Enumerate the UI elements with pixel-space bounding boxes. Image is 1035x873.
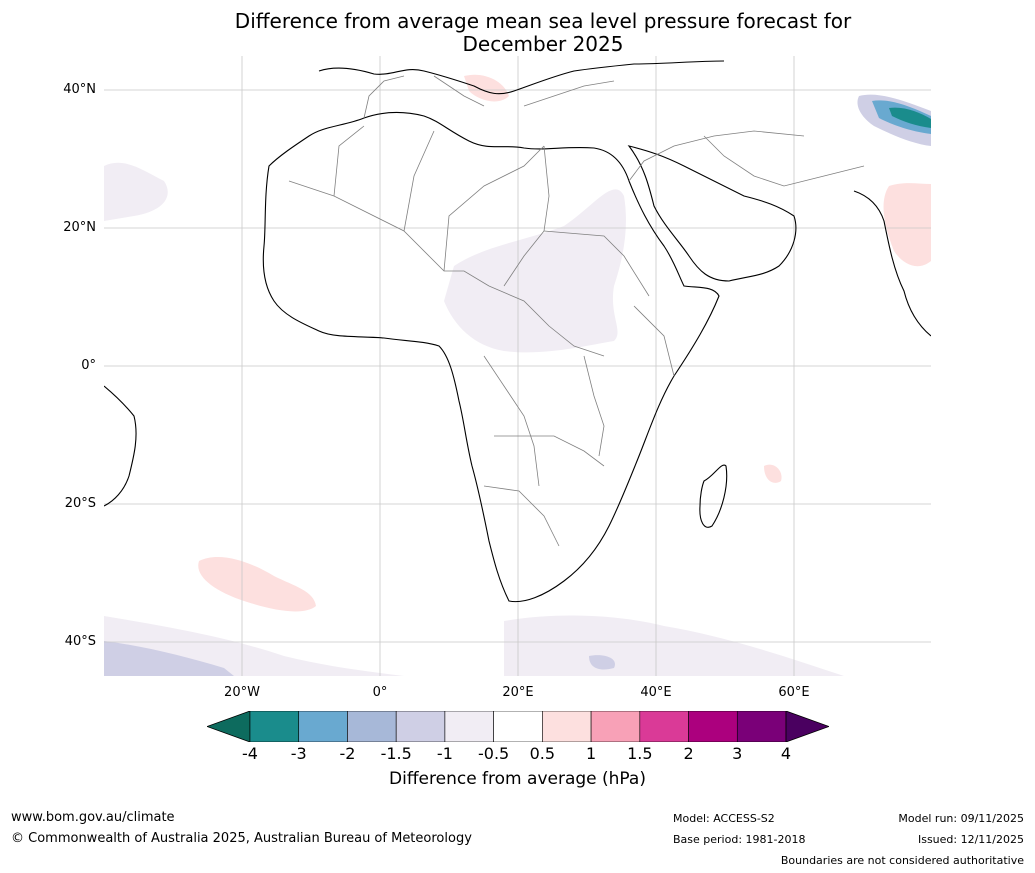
colorbar-segment <box>736 711 787 742</box>
positive-anomaly-india <box>883 183 931 267</box>
gridlines <box>104 56 931 676</box>
colorbar-segment <box>639 711 689 742</box>
negative-anomaly-small <box>589 655 615 670</box>
footer-website: www.bom.gov.au/climate <box>11 810 175 825</box>
title-line-2: December 2025 <box>462 32 624 56</box>
negative-anomaly-atlantic-north <box>104 162 168 221</box>
colorbar-label: Difference from average (hPa) <box>389 769 646 789</box>
footer-model: Model: ACCESS-S2 <box>673 812 775 825</box>
south-america-coast <box>104 385 137 507</box>
colorbar-tick-label: 2 <box>683 744 694 763</box>
lat-label-40n: 40°N <box>63 82 96 97</box>
colorbar-segment <box>347 711 397 742</box>
footer-issued: Issued: 12/11/2025 <box>917 833 1024 846</box>
anomaly-contours <box>104 74 931 676</box>
colorbar-segment <box>298 711 348 742</box>
madagascar-coast <box>699 464 728 528</box>
positive-anomaly-mediterranean <box>464 74 509 102</box>
colorbar-tick-label: 1 <box>585 744 597 763</box>
negative-anomaly-tibet-core <box>889 107 931 128</box>
colorbar-tick-label: 0.5 <box>529 744 556 763</box>
pressure-anomaly-map <box>104 56 931 676</box>
lon-label-0: 0° <box>372 685 388 700</box>
lon-label-20e: 20°E <box>502 685 534 700</box>
lat-label-20n: 20°N <box>63 220 96 235</box>
colorbar-tick-label: -4 <box>242 744 258 763</box>
coastlines <box>104 60 931 603</box>
arabia-coast <box>627 145 797 282</box>
colorbar-tick-label: -3 <box>290 744 307 763</box>
colorbar-tick-label: 3 <box>732 744 743 763</box>
negative-anomaly-south-indian <box>504 615 844 676</box>
colorbar-tick-label: 4 <box>780 744 792 763</box>
lon-label-60e: 60°E <box>778 685 810 700</box>
country-borders <box>288 75 865 547</box>
footer-copyright: © Commonwealth of Australia 2025, Austra… <box>11 831 472 846</box>
colorbar-tick-label: 1.5 <box>627 744 653 763</box>
title-line-1: Difference from average mean sea level p… <box>234 9 852 33</box>
colorbar-tick-label: -1.5 <box>380 744 412 763</box>
colorbar <box>207 711 829 742</box>
negative-anomaly-sahara <box>444 189 626 353</box>
lat-label-20s: 20°S <box>64 496 96 511</box>
colorbar-tick-label: -2 <box>339 744 356 763</box>
colorbar-under-extension <box>207 711 251 742</box>
colorbar-segment <box>249 711 300 742</box>
colorbar-segment <box>542 711 592 742</box>
footer-disclaimer: Boundaries are not considered authoritat… <box>780 854 1024 867</box>
colorbar-segment <box>395 711 446 742</box>
europe-coast <box>318 60 725 95</box>
colorbar-tick-label: -1 <box>436 744 453 763</box>
colorbar-segment <box>493 711 543 742</box>
lat-label-40s: 40°S <box>64 634 96 649</box>
chart-title: Difference from average mean sea level p… <box>0 10 1035 56</box>
colorbar-tick-label: -0.5 <box>478 744 510 763</box>
india-coast <box>853 190 931 337</box>
africa-coast <box>262 111 720 603</box>
colorbar-segment <box>444 711 494 742</box>
colorbar-over-extension <box>785 711 829 742</box>
colorbar-segment <box>590 711 641 742</box>
negative-anomaly-south-deep <box>104 641 234 676</box>
lon-label-40e: 40°E <box>640 685 672 700</box>
positive-anomaly-south-atlantic <box>198 556 316 612</box>
footer-base-period: Base period: 1981-2018 <box>673 833 806 846</box>
positive-anomaly-madagascar-east <box>764 464 782 483</box>
lon-label-20w: 20°W <box>224 685 260 700</box>
colorbar-segment <box>688 711 738 742</box>
lat-label-0: 0° <box>81 358 96 373</box>
footer-model-run: Model run: 09/11/2025 <box>898 812 1024 825</box>
map-canvas <box>104 56 931 676</box>
